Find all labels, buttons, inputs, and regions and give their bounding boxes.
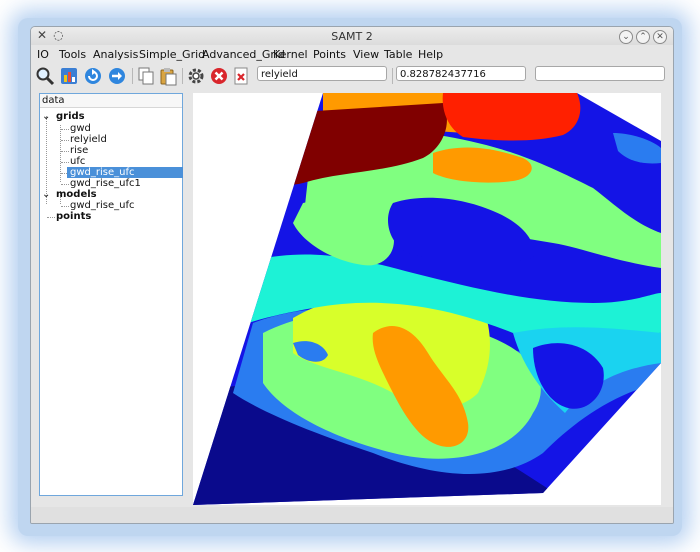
zoom-icon[interactable]	[35, 66, 55, 86]
maximize-icon[interactable]: ⌃	[636, 30, 650, 44]
copy-icon[interactable]	[136, 66, 156, 86]
menu-simple-grid[interactable]: Simple_Grid	[139, 48, 206, 61]
tree-node-grid-selected[interactable]: gwd_rise_ufc	[67, 167, 183, 178]
menu-points[interactable]: Points	[313, 48, 347, 61]
menu-analysis[interactable]: Analysis	[93, 48, 139, 61]
toolbar-separator	[182, 68, 183, 84]
menu-advanced-grid[interactable]: Advanced_Grid	[202, 48, 285, 61]
tree-node-grids[interactable]: grids	[56, 111, 85, 122]
data-tree-panel: data ⌄ grids gwd relyield rise ufc gwd_r…	[39, 93, 183, 496]
app-icon: ✕	[37, 28, 48, 42]
extra-field[interactable]	[535, 66, 665, 81]
forward-icon[interactable]	[107, 66, 127, 86]
title-bar-left: ✕ ◌	[37, 28, 70, 42]
tree-node-models[interactable]: models	[56, 189, 97, 200]
expand-icon[interactable]: ⌄	[42, 111, 51, 122]
tree-node-grid[interactable]: relyield	[70, 134, 107, 145]
tree-line	[61, 173, 69, 174]
menu-tools[interactable]: Tools	[59, 48, 87, 61]
stop-icon[interactable]	[209, 66, 229, 86]
tree-line	[61, 129, 69, 130]
tree-node-grid[interactable]: gwd_rise_ufc1	[70, 178, 141, 189]
menu-help[interactable]: Help	[418, 48, 444, 61]
chart-icon[interactable]	[59, 66, 79, 86]
tree-line	[61, 184, 69, 185]
tree-node-grid[interactable]: rise	[70, 145, 89, 156]
app-window: ✕ ◌ SAMT 2 ⌄ ⌃ ✕ IO Tools Analysis Simple_G…	[30, 26, 674, 524]
status-bar	[31, 507, 673, 523]
grid-name-field[interactable]: relyield	[257, 66, 387, 81]
title-bar: ✕ ◌ SAMT 2 ⌄ ⌃ ✕	[31, 27, 673, 45]
tree-line	[60, 191, 61, 204]
menu-view[interactable]: View	[353, 48, 380, 61]
paste-icon[interactable]	[158, 66, 178, 86]
tree-line	[61, 206, 69, 207]
window-title: SAMT 2	[331, 30, 373, 43]
settings-icon[interactable]	[186, 66, 206, 86]
tree-line	[61, 151, 69, 152]
tree-line	[60, 125, 61, 182]
tree-line	[46, 116, 47, 204]
menu-kernel[interactable]: Kernel	[273, 48, 308, 61]
toolbar: relyield 0.828782437716	[31, 63, 673, 89]
menu-bar: IO Tools Analysis Simple_Grid Advanced_G…	[31, 45, 673, 63]
window-controls: ⌄ ⌃ ✕	[616, 29, 667, 44]
tree-node-grid[interactable]: ufc	[70, 156, 86, 167]
map-canvas[interactable]	[193, 93, 661, 505]
menu-io[interactable]: IO	[37, 48, 49, 61]
tree-node-grid[interactable]: gwd	[70, 123, 91, 134]
refresh-icon[interactable]	[83, 66, 103, 86]
delete-icon[interactable]	[231, 66, 251, 86]
tree-line	[61, 140, 69, 141]
value-field[interactable]: 0.828782437716	[396, 66, 526, 81]
minimize-icon[interactable]: ⌄	[619, 30, 633, 44]
expand-icon[interactable]: ⌄	[42, 189, 51, 200]
grid-map[interactable]	[193, 93, 661, 505]
tree-line	[47, 217, 55, 218]
tree-node-points[interactable]: points	[56, 211, 92, 222]
pin-icon[interactable]: ◌	[53, 28, 64, 42]
toolbar-separator	[132, 68, 133, 84]
menu-table[interactable]: Table	[384, 48, 413, 61]
close-icon[interactable]: ✕	[653, 30, 667, 44]
tree-node-model[interactable]: gwd_rise_ufc	[70, 200, 135, 211]
tree-header: data	[40, 94, 182, 108]
toolbar-separator	[392, 68, 393, 84]
tree-line	[61, 162, 69, 163]
